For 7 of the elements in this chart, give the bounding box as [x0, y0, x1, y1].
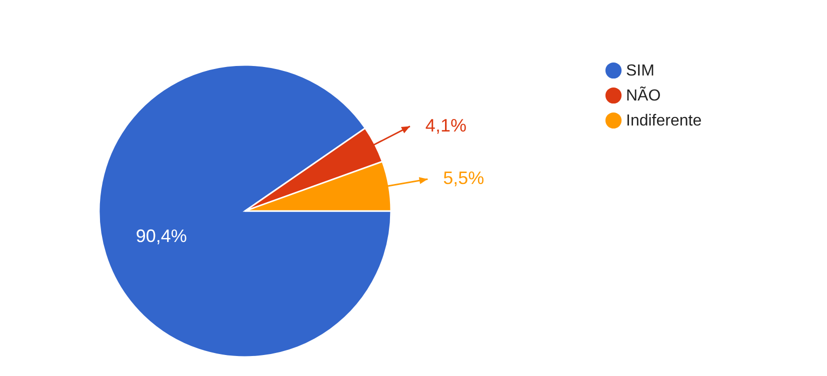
pie-slice — [98, 64, 392, 358]
data-label: 90,4% — [136, 226, 187, 246]
data-label: 4,1% — [425, 115, 466, 136]
legend-label: Indiferente — [626, 112, 702, 130]
data-label: 5,5% — [443, 168, 484, 188]
legend-label: NÃO — [626, 86, 661, 104]
legend-label: SIM — [626, 62, 654, 80]
